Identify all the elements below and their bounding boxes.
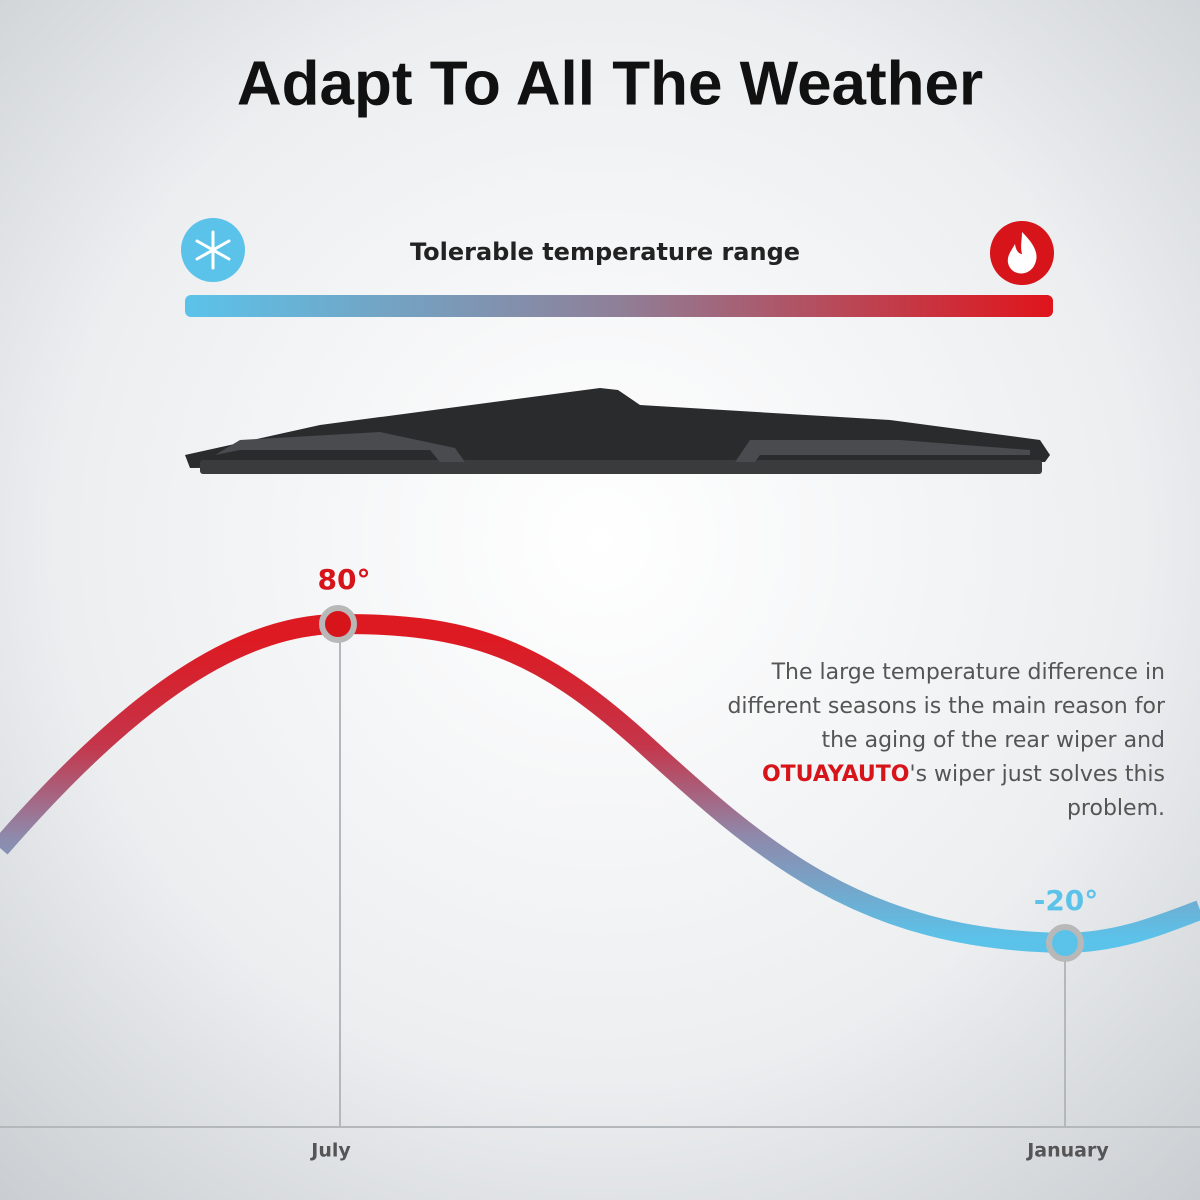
description: The large temperature difference in diff… xyxy=(685,656,1165,826)
range-label: Tolerable temperature range xyxy=(410,238,800,266)
trough-point xyxy=(1046,924,1084,962)
month-label: July xyxy=(309,1140,351,1162)
brand-name: OTUAYAUTO xyxy=(761,762,910,787)
snowflake xyxy=(195,230,231,270)
month-label: January xyxy=(1025,1140,1109,1162)
peak-label: 80° xyxy=(318,563,371,596)
trough-label: -20° xyxy=(1034,884,1099,917)
flame xyxy=(1007,232,1037,274)
peak-point xyxy=(319,605,357,643)
title: Adapt To All The Weather xyxy=(237,49,983,118)
description-text: 's wiper just solves this problem. xyxy=(909,762,1165,821)
description-text: The large temperature difference in diff… xyxy=(727,660,1165,753)
wiper xyxy=(185,388,1050,474)
range-bar xyxy=(185,295,1053,317)
